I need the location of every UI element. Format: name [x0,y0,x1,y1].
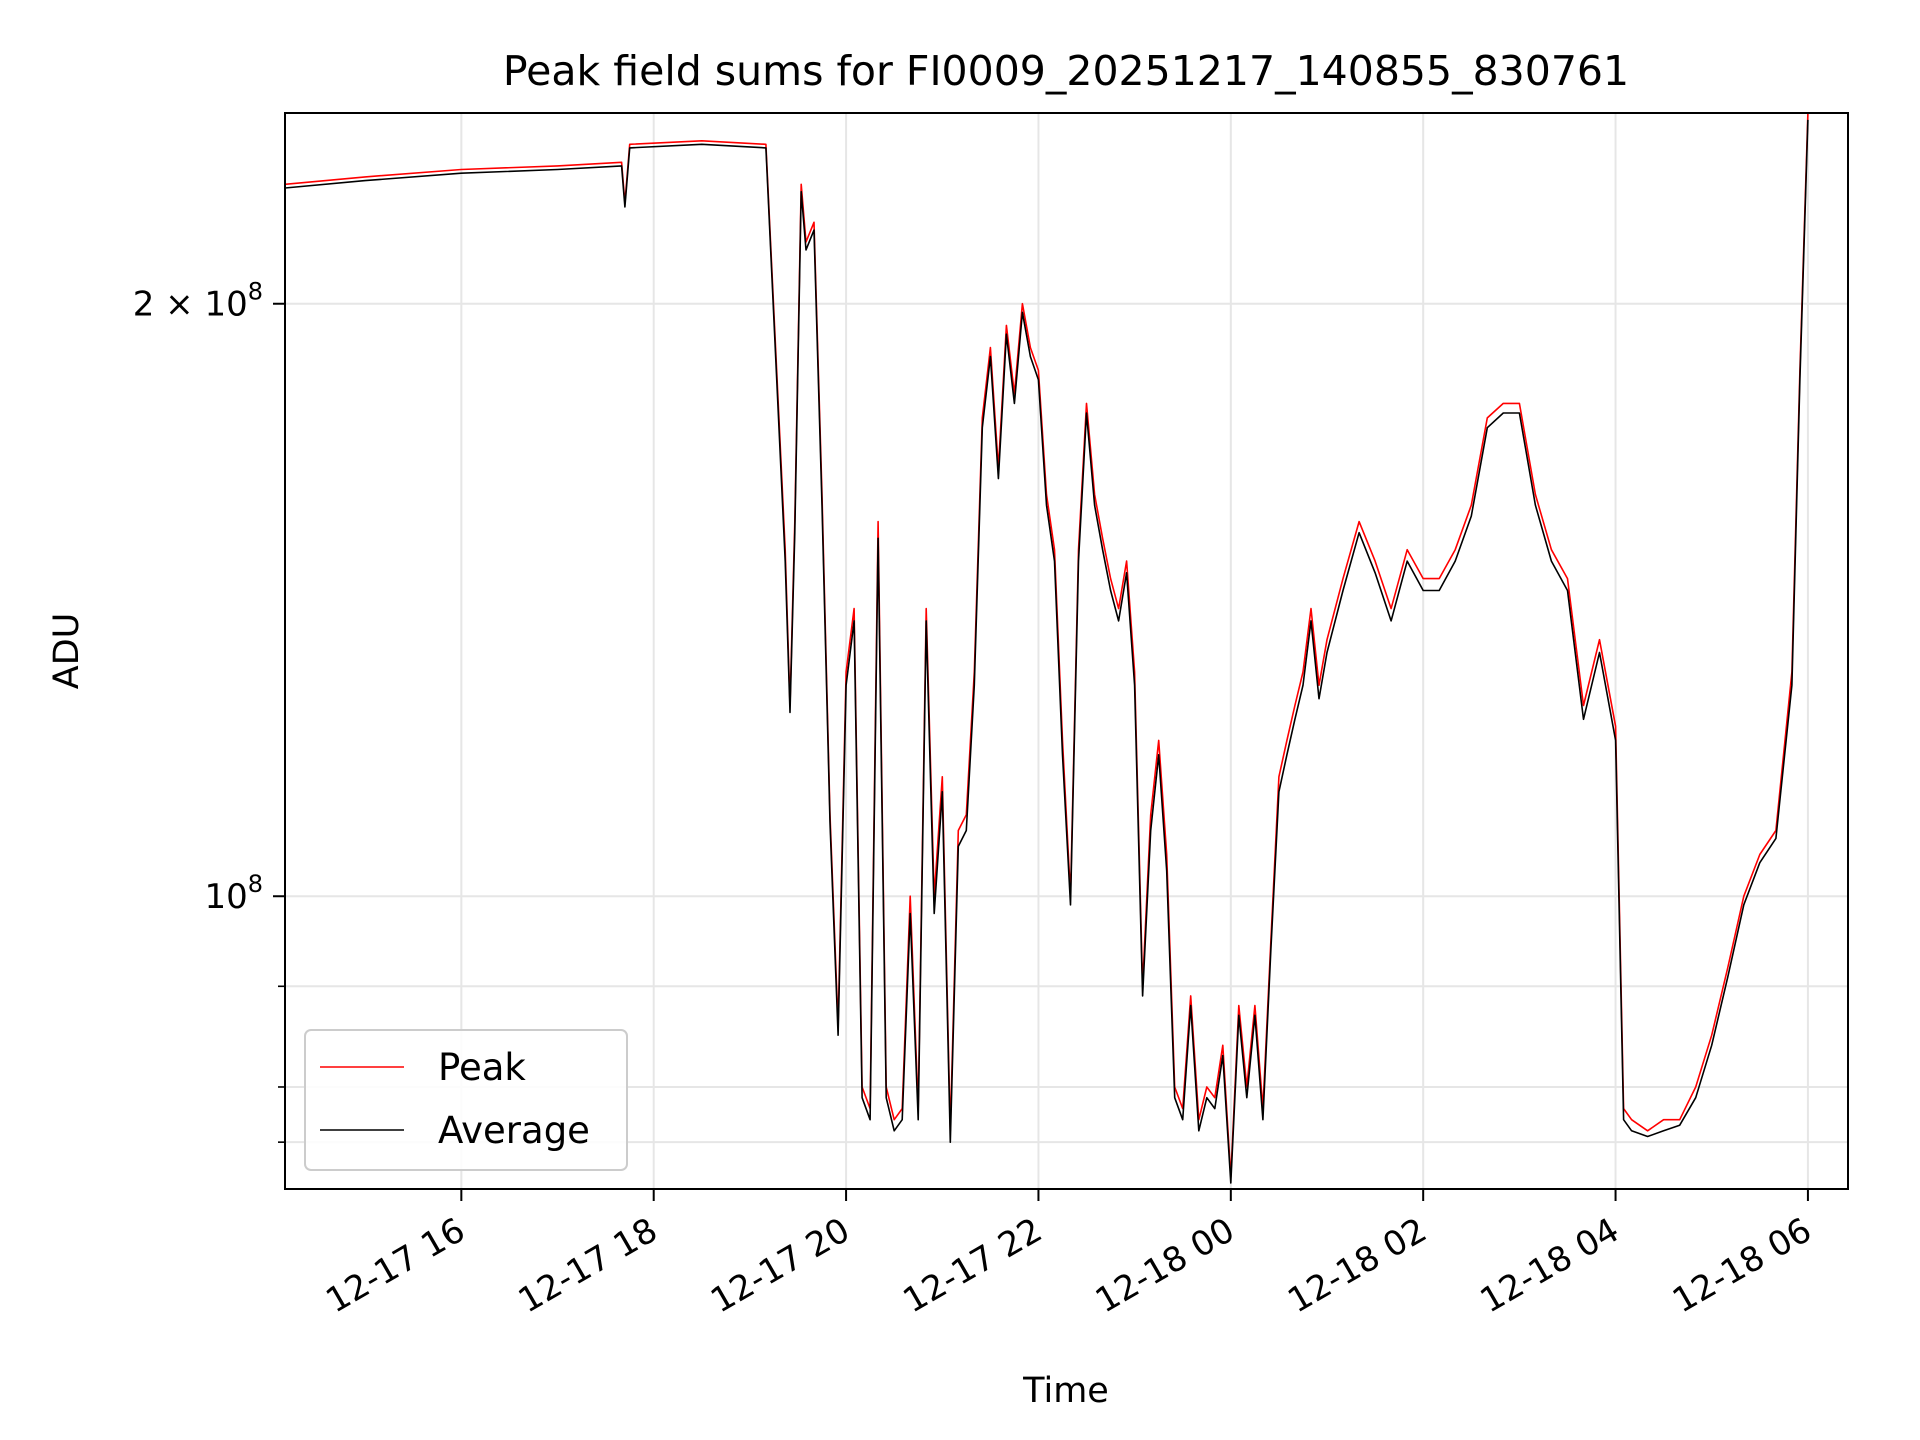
plot-lines [285,113,1809,1184]
series-line-average [285,119,1809,1184]
chart-title: Peak field sums for FI0009_20251217_1408… [503,47,1629,95]
legend-label-average: Average [438,1109,590,1152]
y-axis: 108 2 × 108 [133,278,285,1143]
y-tick-label: 2 × 108 [133,278,263,325]
legend-box [304,1029,628,1171]
y-tick-label: 108 [204,870,263,917]
legend-label-peak: Peak [438,1046,526,1089]
grid [285,113,1848,1189]
y-axis-label: ADU [47,613,87,690]
plot-frame [284,112,1849,1190]
x-axis-label: Time [1022,1371,1109,1411]
legend: Peak Average [304,1029,628,1171]
